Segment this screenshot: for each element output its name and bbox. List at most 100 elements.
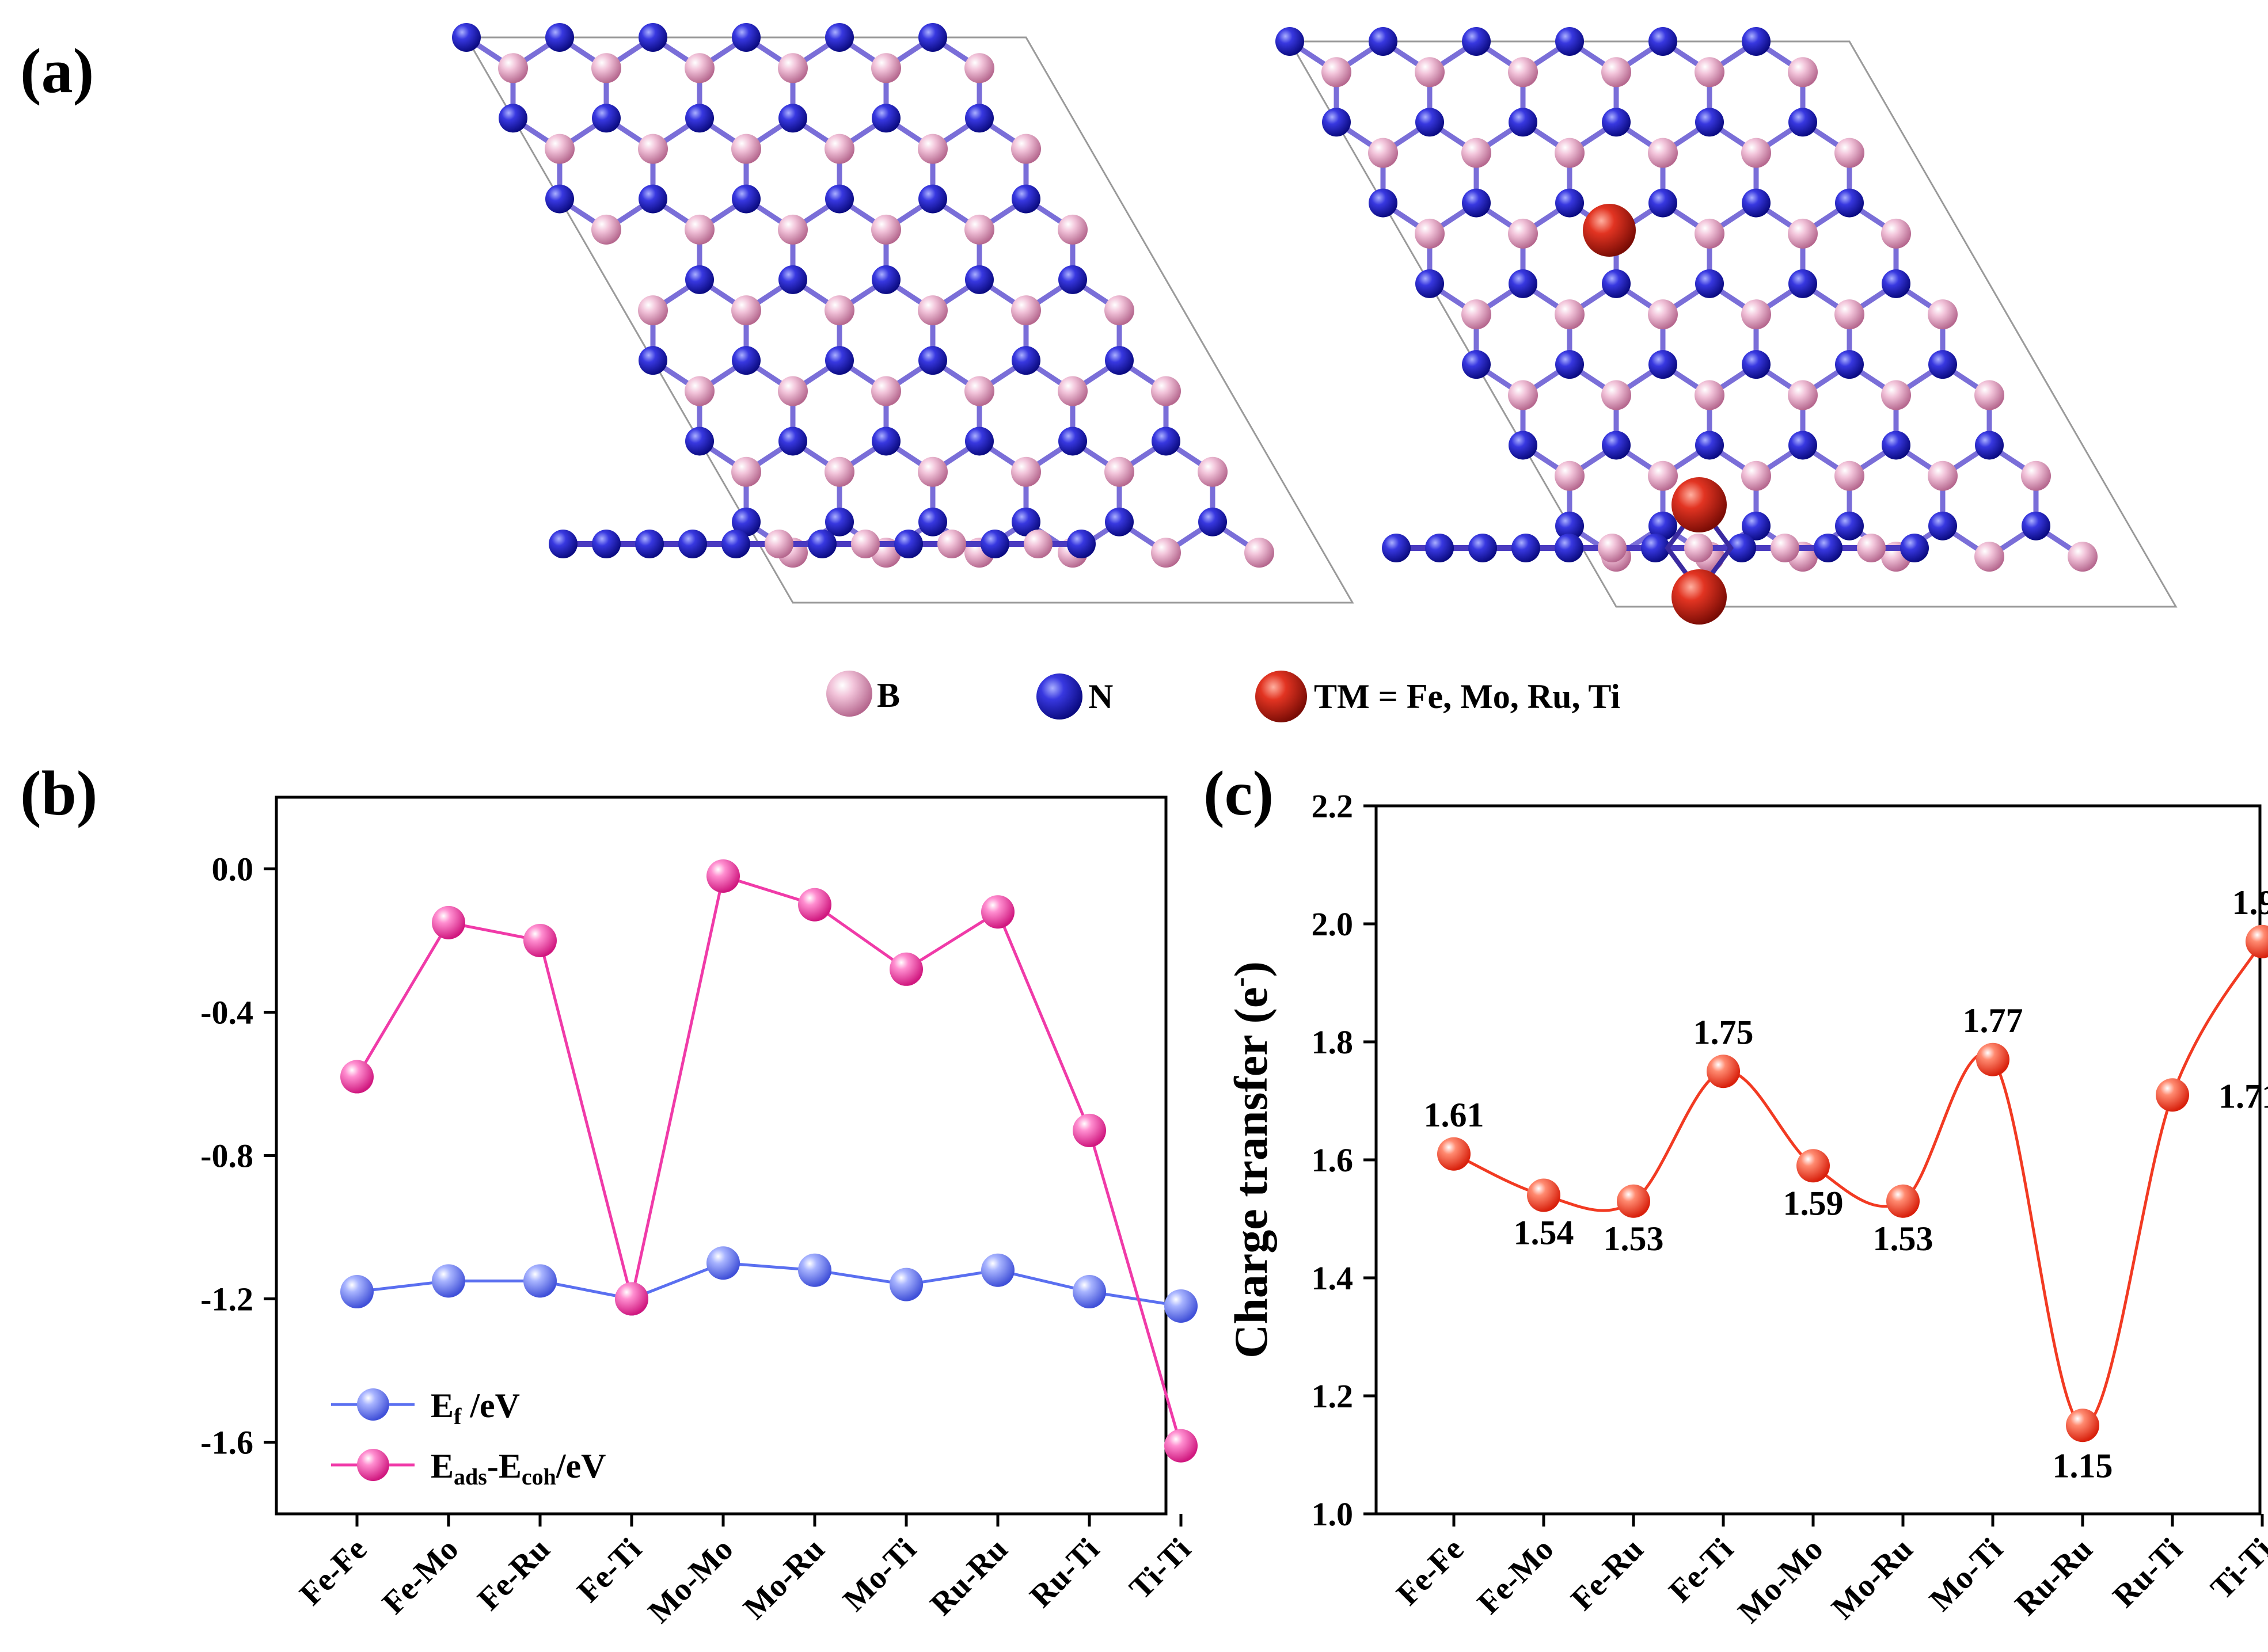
boron-atom bbox=[778, 53, 808, 83]
charge-point bbox=[1976, 1042, 2009, 1076]
nitrogen-atom bbox=[639, 184, 667, 214]
boron-atom bbox=[1461, 138, 1491, 168]
nitrogen-atom bbox=[1462, 350, 1491, 379]
x-tick-label: Fe-Ti bbox=[571, 1531, 648, 1609]
boron-atom bbox=[685, 376, 715, 406]
tm-atom-top bbox=[1671, 477, 1727, 532]
bond-network bbox=[1288, 39, 2084, 559]
x-tick-label: Mo-Ru bbox=[1825, 1531, 1920, 1626]
nitrogen-atom bbox=[1742, 511, 1771, 540]
boron-atom bbox=[871, 53, 901, 83]
nitrogen-atom bbox=[1648, 188, 1677, 218]
boron-atom bbox=[1741, 460, 1771, 491]
nitrogen-atom bbox=[1835, 350, 1864, 379]
boron-atom bbox=[1151, 376, 1181, 406]
nitrogen-atom bbox=[825, 23, 854, 52]
x-tick-label: Fe-Ti bbox=[1662, 1531, 1740, 1609]
structure-legend: B N TM = Fe, Mo, Ru, Ti bbox=[826, 671, 1620, 722]
charge-point bbox=[1527, 1178, 1560, 1212]
ef-point bbox=[706, 1246, 740, 1280]
charge-point bbox=[1707, 1055, 1740, 1088]
legend-eads-marker bbox=[357, 1449, 389, 1481]
eads-point bbox=[1073, 1113, 1106, 1147]
ef-point bbox=[981, 1253, 1015, 1287]
ef-point bbox=[432, 1264, 465, 1298]
nitrogen-atom bbox=[1058, 265, 1087, 294]
boron-atom bbox=[964, 376, 994, 406]
series-ef bbox=[340, 1246, 1198, 1323]
x-tick-label: Ru-Ti bbox=[2106, 1531, 2189, 1614]
nitrogen-atom bbox=[1555, 511, 1584, 540]
eads-point bbox=[890, 952, 923, 986]
nitrogen-atom bbox=[1900, 534, 1929, 562]
boron-atom bbox=[731, 456, 761, 487]
nitrogen-atom bbox=[1555, 534, 1583, 562]
nitrogen-atom bbox=[639, 23, 667, 52]
chart-b: 0.0-0.4-0.8-1.2-1.6Fe-Fe Fe-Mo Fe-Ru Fe-TiM… bbox=[200, 795, 1198, 1630]
boron-atom bbox=[1648, 299, 1678, 330]
charge-point bbox=[1437, 1137, 1471, 1171]
y-tick-label: -1.2 bbox=[200, 1281, 253, 1318]
charge-data-label: 1.97 bbox=[2232, 884, 2268, 922]
charge-point bbox=[1617, 1184, 1650, 1218]
boron-atom bbox=[825, 295, 854, 326]
nitrogen-atom bbox=[1012, 346, 1040, 375]
x-tick-label: Fe-Fe bbox=[293, 1531, 374, 1612]
nitrogen-atom bbox=[1415, 269, 1444, 298]
nitrogen-atom bbox=[732, 23, 761, 52]
nitrogen-atom bbox=[685, 104, 714, 133]
boron-atom bbox=[871, 376, 901, 406]
nitrogen-atom bbox=[1511, 534, 1540, 562]
tm-atom-bottom bbox=[1671, 569, 1727, 625]
series-charge-transfer: 1.61 1.54 1.53 1.75 1.59 1.53 1.77 1.15 1.71 1.97 bbox=[1424, 884, 2268, 1484]
boron-atom bbox=[1508, 218, 1538, 249]
eads-point bbox=[523, 924, 557, 957]
boron-atom bbox=[1368, 138, 1398, 168]
nitrogen-atom bbox=[1275, 27, 1304, 56]
nitrogen-atom bbox=[685, 265, 714, 294]
charge-point bbox=[2066, 1409, 2099, 1442]
boron-atom bbox=[1058, 376, 1088, 406]
nitrogen-atom bbox=[592, 104, 621, 133]
boron-atom bbox=[638, 295, 668, 326]
boron-atom bbox=[851, 530, 880, 558]
boron-atom bbox=[1771, 534, 1799, 562]
charge-data-label: 1.71 bbox=[2218, 1077, 2268, 1115]
x-tick-label: Mo-Mo bbox=[641, 1531, 740, 1630]
boron-atom bbox=[1601, 57, 1631, 87]
boron-atom bbox=[1024, 530, 1053, 558]
boron-atom bbox=[964, 53, 994, 83]
nitrogen-atom bbox=[1727, 534, 1756, 562]
boron-atom bbox=[765, 530, 793, 558]
chart-b-legend: Ef /eV Eads-Ecoh/eV bbox=[331, 1387, 606, 1490]
nitrogen-atom bbox=[592, 530, 621, 558]
boron-atom bbox=[1058, 214, 1088, 245]
boron-atom bbox=[778, 214, 808, 245]
boron-atom bbox=[2021, 460, 2051, 491]
eads-point bbox=[615, 1282, 648, 1316]
y-tick-label: 0.0 bbox=[212, 851, 254, 888]
x-tick-label: Ti-Ti bbox=[1123, 1531, 1198, 1606]
x-tick-label: Fe-Ru bbox=[471, 1531, 557, 1617]
hbn-tm-doped-side-view bbox=[1382, 477, 1929, 625]
nitrogen-atom bbox=[965, 427, 994, 456]
charge-point bbox=[1796, 1149, 1830, 1183]
nitrogen-atom bbox=[1012, 184, 1040, 214]
nitrogen-atom bbox=[1555, 350, 1584, 379]
nitrogen-atom bbox=[1198, 507, 1227, 536]
boron-atom bbox=[1684, 534, 1713, 562]
boron-atom bbox=[638, 134, 668, 164]
boron-atom bbox=[1244, 538, 1274, 568]
nitrogen-atom bbox=[1462, 188, 1491, 218]
nitrogen-atom bbox=[1369, 27, 1397, 56]
nitrogen-atom bbox=[825, 346, 854, 375]
x-tick-label: Fe-Mo bbox=[375, 1531, 465, 1621]
nitrogen-atom bbox=[1882, 269, 1910, 298]
boron-atom bbox=[1555, 299, 1585, 330]
nitrogen-atom bbox=[545, 23, 574, 52]
boron-atom bbox=[918, 134, 948, 164]
x-tick-label: Fe-Fe bbox=[1390, 1531, 1471, 1612]
legend-boron-icon bbox=[826, 671, 872, 717]
nitrogen-atom bbox=[778, 104, 807, 133]
eads-point bbox=[340, 1060, 374, 1094]
